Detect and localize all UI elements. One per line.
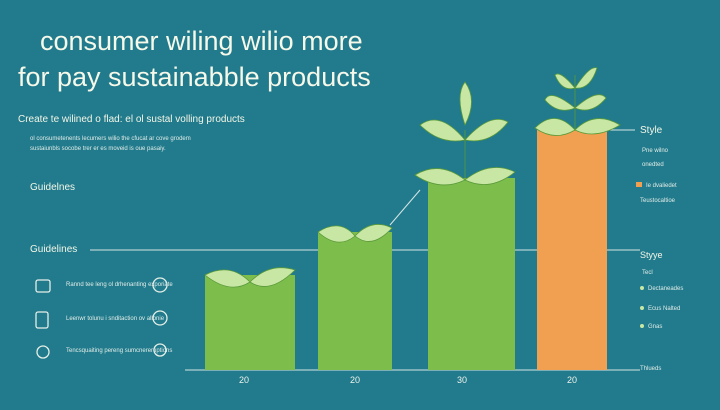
bar-label: 20	[567, 375, 577, 385]
text: Tecl	[642, 270, 653, 276]
legend-text: Ecus Nalted	[648, 306, 680, 312]
bar	[205, 275, 295, 370]
description: ol consumetenents lecumers wilio the cfu…	[30, 136, 191, 142]
text: onedted	[642, 162, 664, 168]
text: Ie dvaliedet	[646, 183, 677, 189]
heading: Guidelnes	[30, 182, 75, 193]
bar-label: 20	[350, 375, 360, 385]
subtitle: Create te wilined o flad: el ol sustal v…	[18, 114, 245, 125]
legend-dot	[640, 286, 644, 290]
bar-label: 20	[239, 375, 249, 385]
heading: Styye	[640, 250, 663, 260]
text: Pne wilno	[642, 148, 669, 154]
text: Teustocaltioe	[640, 198, 676, 204]
item-text: Tencsquaiting pereng sumcnereruptions	[66, 348, 172, 354]
title-line: consumer wiling wilio more	[40, 26, 363, 56]
legend-text: Dectaneades	[648, 286, 683, 292]
heading: Guidelines	[30, 244, 77, 255]
bar-label: 30	[457, 375, 467, 385]
icons	[35, 277, 168, 359]
footer-text: Thlueds	[640, 366, 661, 372]
legend-dot	[640, 324, 644, 328]
bar	[428, 178, 515, 370]
item-text: Leenwr tolunu i snditaction ov allonie	[66, 316, 165, 322]
bar	[318, 232, 392, 370]
description: sustaiunbls socobe trer er es moveid is …	[30, 146, 166, 152]
heading: Style	[640, 125, 663, 136]
title-line: for pay sustainabble products	[18, 62, 371, 92]
legend-swatch	[636, 182, 642, 187]
connector	[389, 189, 421, 226]
item-text: Rannd tee leng ol drhenanting exporiate	[66, 282, 173, 288]
bar	[537, 130, 607, 370]
legend-dot	[640, 306, 644, 310]
legend-text: Gnas	[648, 324, 662, 330]
leaves	[204, 67, 621, 288]
